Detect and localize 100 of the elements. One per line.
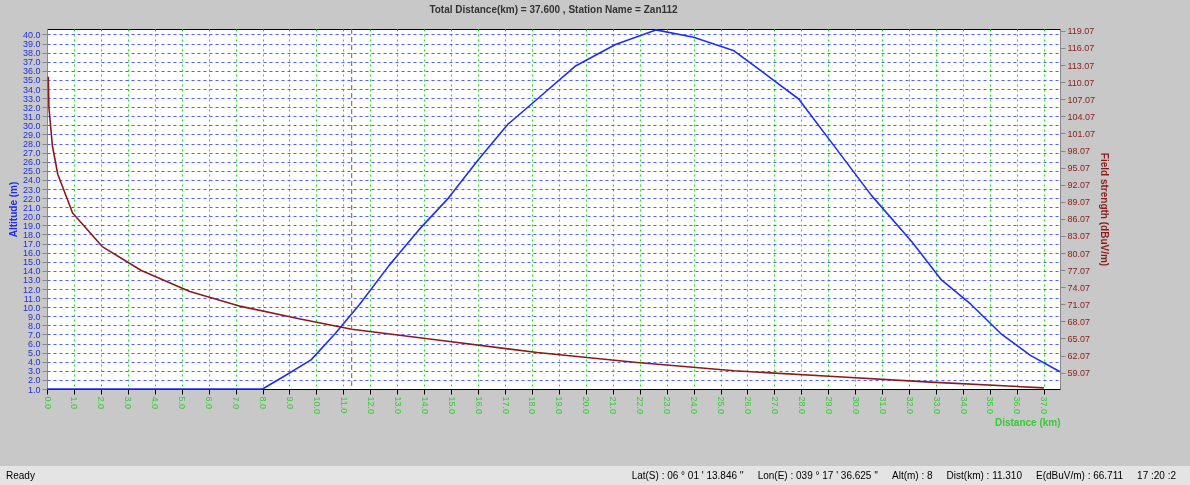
y-tick-label: 30.0 xyxy=(22,120,41,131)
y-tick-label: 19.0 xyxy=(22,220,41,231)
y2-tick-label: 62.07 xyxy=(1067,351,1091,362)
y-tick-label: 29.0 xyxy=(22,129,41,140)
y-tick-label: 15.0 xyxy=(22,257,41,268)
y-tick-label: 6.0 xyxy=(27,339,41,350)
y-tick-label: 22.0 xyxy=(22,193,41,204)
text: Lon(E) : 039 ° 17 ' 36.625 '' xyxy=(757,470,879,481)
y2-tick-label: 65.07 xyxy=(1067,333,1091,344)
x-tick-label: 34.0 xyxy=(958,396,969,415)
text: Alt(m) : 8 xyxy=(892,470,933,481)
x-tick-label: 33.0 xyxy=(931,396,942,415)
y2-tick-label: 92.07 xyxy=(1067,180,1091,191)
y-tick-label: 2.0 xyxy=(27,375,41,386)
x-tick-label: 16.0 xyxy=(473,396,484,415)
y-tick-label: 39.0 xyxy=(22,39,41,50)
x-tick-label: 14.0 xyxy=(419,396,430,415)
y-tick-label: 18.0 xyxy=(22,229,41,240)
y-tick-label: 40.0 xyxy=(22,29,41,40)
y-tick-label: 32.0 xyxy=(22,102,41,113)
y2-tick-label: 68.07 xyxy=(1067,316,1091,327)
x-tick-label: 26.0 xyxy=(742,396,753,415)
x-axis-title: Distance (km) xyxy=(994,417,1061,429)
x-tick-label: 35.0 xyxy=(985,396,996,415)
y-tick-label: 9.0 xyxy=(27,311,41,322)
x-tick-label: 5.0 xyxy=(177,396,188,410)
y-tick-label: 37.0 xyxy=(22,57,41,68)
y2-tick-label: 80.07 xyxy=(1067,248,1091,259)
y-tick-label: 14.0 xyxy=(22,266,41,277)
x-tick-label: 22.0 xyxy=(635,396,646,415)
x-tick-label: 31.0 xyxy=(877,396,888,415)
y-tick-label: 23.0 xyxy=(22,184,41,195)
y-tick-label: 11.0 xyxy=(23,293,41,304)
y-tick-label: 1.0 xyxy=(27,384,41,395)
x-tick-label: 11.0 xyxy=(338,396,349,414)
y2-tick-label: 98.07 xyxy=(1067,146,1091,156)
x-tick-label: 2.0 xyxy=(96,396,107,410)
x-tick-label: 28.0 xyxy=(796,396,807,415)
y-tick-label: 13.0 xyxy=(22,275,41,286)
x-tick-label: 12.0 xyxy=(365,396,376,415)
y-tick-label: 38.0 xyxy=(22,48,41,59)
y2-tick-label: 74.07 xyxy=(1067,282,1091,293)
y-tick-label: 25.0 xyxy=(22,166,41,177)
y2-tick-label: 101.07 xyxy=(1067,128,1096,139)
y-tick-label: 36.0 xyxy=(22,66,41,77)
text: 17 :20 :2 xyxy=(1137,470,1176,481)
x-tick-label: 27.0 xyxy=(769,396,780,415)
x-tick-label: 3.0 xyxy=(123,396,134,410)
y-tick-label: 16.0 xyxy=(22,248,41,259)
y2-tick-label: 107.07 xyxy=(1067,94,1096,105)
y2-tick-label: 113.07 xyxy=(1067,60,1095,71)
x-tick-label: 24.0 xyxy=(689,396,700,415)
chart-title: Total Distance(km) = 37.600 , Station Name = Zan112 xyxy=(429,3,679,15)
y-tick-label: 33.0 xyxy=(22,93,41,104)
x-tick-label: 1.0 xyxy=(69,396,80,410)
x-tick-label: 19.0 xyxy=(554,396,565,415)
y-tick-label: 24.0 xyxy=(22,175,41,186)
y-tick-label: 26.0 xyxy=(22,157,41,168)
x-tick-label: 13.0 xyxy=(392,396,403,415)
x-tick-label: 30.0 xyxy=(850,396,861,415)
x-tick-label: 25.0 xyxy=(716,396,727,415)
y-tick-label: 4.0 xyxy=(27,357,41,368)
text: Dist(km) : 11.310 xyxy=(946,470,1022,481)
x-tick-label: 6.0 xyxy=(204,396,215,410)
y-tick-label: 34.0 xyxy=(22,84,41,95)
x-tick-label: 32.0 xyxy=(904,396,915,415)
x-tick-label: 37.0 xyxy=(1039,396,1050,415)
y-tick-label: 31.0 xyxy=(22,111,41,122)
y-tick-label: 3.0 xyxy=(27,366,41,377)
x-tick-label: 18.0 xyxy=(527,396,538,415)
x-tick-label: 4.0 xyxy=(150,396,161,410)
y-tick-label: 28.0 xyxy=(22,139,41,150)
x-tick-label: 23.0 xyxy=(662,396,673,415)
x-tick-label: 9.0 xyxy=(284,396,295,410)
x-tick-label: 21.0 xyxy=(608,396,619,415)
y-tick-label: 8.0 xyxy=(27,320,41,331)
y-tick-label: 5.0 xyxy=(27,348,41,359)
x-tick-label: 15.0 xyxy=(446,396,457,415)
x-tick-label: 29.0 xyxy=(823,396,834,415)
x-tick-label: 17.0 xyxy=(500,396,511,415)
y-tick-label: 21.0 xyxy=(22,202,41,213)
text: E(dBuV/m) : 66.711 xyxy=(1035,470,1124,481)
x-tick-label: 8.0 xyxy=(258,396,269,410)
y-tick-label: 35.0 xyxy=(22,75,41,86)
y2-tick-label: 119.07 xyxy=(1067,26,1095,37)
y-tick-label: 12.0 xyxy=(22,284,41,295)
y2-tick-label: 83.07 xyxy=(1067,231,1091,242)
y-tick-label: 17.0 xyxy=(22,239,41,250)
y-tick-label: 27.0 xyxy=(22,148,41,159)
x-tick-label: 10.0 xyxy=(311,396,322,415)
text: Lat(S) : 06 ° 01 ' 13.846 '' xyxy=(631,470,744,481)
y-axis-title: Altitude (m) xyxy=(7,181,19,238)
y2-tick-label: 116.07 xyxy=(1067,43,1095,54)
y2-tick-label: 104.07 xyxy=(1067,111,1096,122)
y2-tick-label: 95.07 xyxy=(1067,163,1091,174)
x-tick-label: 0.0 xyxy=(42,396,53,410)
y2-tick-label: 110.07 xyxy=(1067,77,1095,88)
y-tick-label: 7.0 xyxy=(27,329,41,340)
y2-axis-title: Field strength (dBuV/m) xyxy=(1099,152,1111,267)
y-tick-label: 10.0 xyxy=(22,302,41,313)
